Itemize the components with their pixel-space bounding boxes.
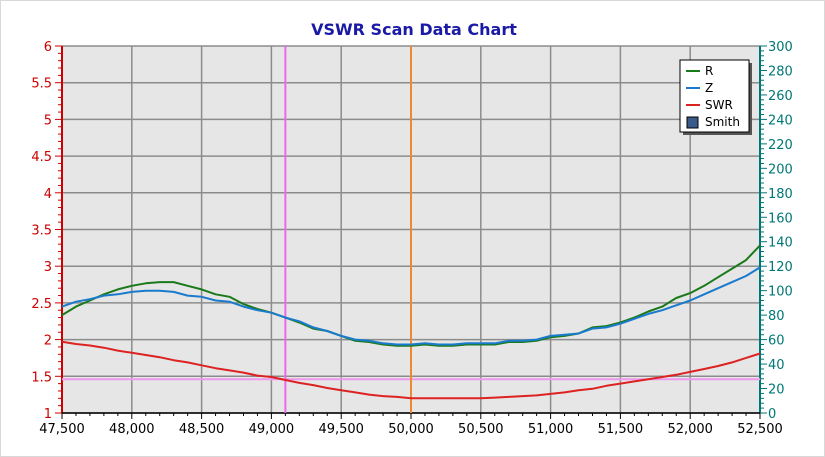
bottom-axis-tick-label: 48,500 xyxy=(179,422,225,437)
legend-label-swr: SWR xyxy=(705,98,733,112)
right-axis-tick-label: 180 xyxy=(768,187,793,202)
series-line-r xyxy=(61,244,761,347)
left-axis-tick-label: 2.5 xyxy=(31,297,52,312)
left-axis-tick-label: 4.5 xyxy=(31,150,52,165)
right-axis-tick-label: 120 xyxy=(768,260,793,275)
left-axis-tick-label: 1.5 xyxy=(31,370,52,385)
legend-label-z: Z xyxy=(705,81,713,95)
left-axis-tick-label: 6 xyxy=(44,40,52,55)
right-axis-tick-label: 80 xyxy=(768,309,785,324)
legend-label-r: R xyxy=(705,64,713,78)
chart-title: VSWR Scan Data Chart xyxy=(311,20,517,39)
bottom-axis-tick-label: 49,500 xyxy=(318,422,364,437)
right-axis-tick-label: 200 xyxy=(768,162,793,177)
bottom-axis-tick-label: 50,000 xyxy=(388,422,434,437)
right-axis-tick-label: 260 xyxy=(768,89,793,104)
right-axis-tick-label: 160 xyxy=(768,211,793,226)
bottom-axis-tick-label: 50,500 xyxy=(458,422,504,437)
right-axis-tick-label: 20 xyxy=(768,383,785,398)
legend-swatch-smith xyxy=(686,116,699,129)
bottom-axis-tick-label: 48,000 xyxy=(109,422,155,437)
right-axis-tick-label: 300 xyxy=(768,40,793,55)
right-axis-tick-label: 240 xyxy=(768,113,793,128)
legend-label-smith: Smith xyxy=(705,115,740,129)
left-axis-tick-label: 3 xyxy=(44,260,52,275)
series-line-swr xyxy=(61,340,761,400)
right-axis-tick-label: 40 xyxy=(768,358,785,373)
bottom-axis-tick-label: 47,500 xyxy=(39,422,85,437)
bottom-axis-tick-label: 49,000 xyxy=(249,422,295,437)
right-axis-tick-label: 140 xyxy=(768,236,793,251)
bottom-axis-tick-label: 51,500 xyxy=(598,422,644,437)
left-axis-tick-label: 5 xyxy=(44,113,52,128)
right-axis-tick-label: 0 xyxy=(768,407,776,422)
bottom-axis-tick-label: 52,500 xyxy=(737,422,783,437)
bottom-axis-tick-label: 51,000 xyxy=(528,422,574,437)
right-axis-tick-label: 280 xyxy=(768,64,793,79)
left-axis-tick-label: 3.5 xyxy=(31,224,52,239)
right-axis-tick-label: 220 xyxy=(768,138,793,153)
bottom-axis-tick-label: 52,000 xyxy=(667,422,713,437)
right-axis-tick-label: 60 xyxy=(768,334,785,349)
right-axis-tick-label: 100 xyxy=(768,285,793,300)
left-axis-tick-label: 2 xyxy=(44,334,52,349)
left-axis-tick-label: 5.5 xyxy=(31,77,52,92)
left-axis-tick-label: 1 xyxy=(44,407,52,422)
left-axis-tick-label: 4 xyxy=(44,187,52,202)
series-line-z xyxy=(61,266,761,346)
